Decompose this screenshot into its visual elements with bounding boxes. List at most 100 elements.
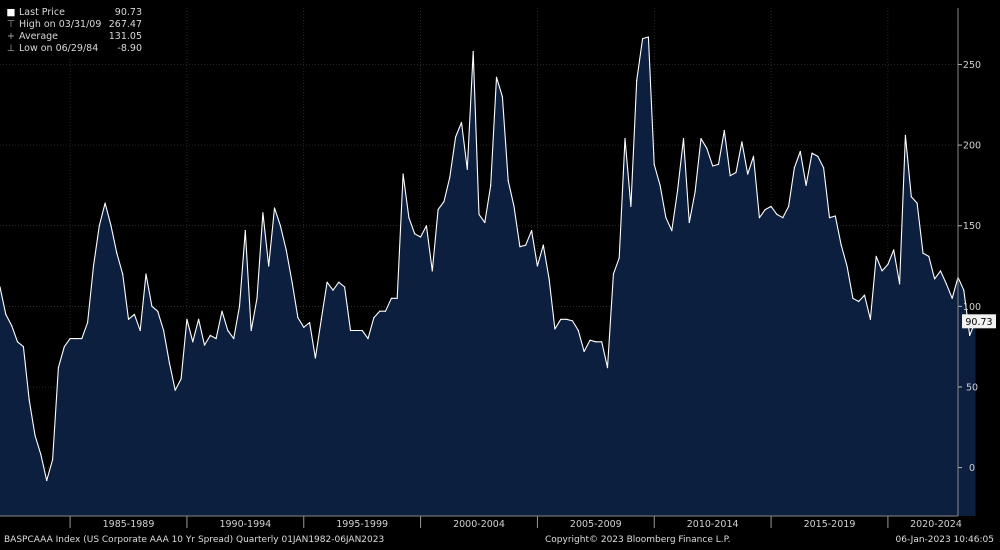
data-point [40, 454, 42, 456]
data-point [449, 176, 451, 178]
data-point [57, 367, 60, 369]
data-point [52, 459, 54, 461]
data-point [22, 346, 24, 348]
data-point [81, 338, 83, 340]
data-point [379, 310, 381, 312]
legend-value: 131.05 [108, 31, 142, 42]
data-point [396, 297, 398, 299]
data-point [98, 225, 100, 227]
data-point [344, 286, 346, 288]
data-point [320, 318, 322, 320]
data-point [238, 305, 241, 307]
data-point [116, 252, 118, 254]
data-point [904, 134, 907, 136]
series-line [0, 36, 977, 482]
data-point [198, 318, 200, 320]
data-point [519, 246, 521, 248]
data-point [677, 189, 679, 191]
data-point [840, 244, 842, 246]
data-point [139, 329, 141, 332]
average-marker-icon: + [7, 31, 15, 42]
x-tick-label: 2010-2014 [687, 519, 739, 530]
last-value-tag: 90.73 [962, 314, 996, 329]
data-point [390, 297, 392, 299]
data-point [858, 300, 860, 303]
data-point [314, 357, 316, 359]
data-point [355, 329, 357, 332]
y-axis: 0 50 100 150 200 250 [957, 8, 981, 516]
data-point [87, 321, 89, 324]
data-point [402, 173, 404, 175]
data-point [326, 281, 328, 283]
data-point [817, 155, 819, 157]
data-point [75, 338, 77, 340]
legend-value: 90.73 [114, 7, 142, 18]
data-point [951, 297, 953, 299]
data-point [250, 329, 252, 332]
legend-row-last-price: ■ Last Price 90.73 [4, 7, 146, 19]
data-point [548, 278, 550, 280]
x-tick-label: 2005-2009 [570, 519, 622, 530]
data-point [163, 329, 165, 332]
data-point [717, 163, 720, 165]
data-point [186, 318, 188, 320]
data-point [688, 221, 690, 224]
data-point [583, 350, 585, 353]
data-point [624, 138, 626, 140]
data-point [770, 205, 772, 207]
data-point [285, 249, 287, 251]
white-square-icon: ■ [6, 7, 16, 18]
data-point [110, 225, 112, 227]
data-point [560, 318, 562, 320]
data-point [455, 136, 457, 138]
data-point [262, 212, 264, 214]
data-point [782, 217, 784, 219]
legend-value: -8.90 [117, 43, 142, 54]
data-point [612, 273, 615, 275]
data-point [899, 283, 901, 285]
data-point [542, 244, 544, 246]
data-point [747, 173, 749, 175]
data-point [852, 297, 854, 299]
data-point [256, 297, 258, 299]
data-point [16, 341, 19, 343]
y-tick-label: 250 [963, 60, 981, 71]
data-point [793, 167, 796, 169]
data-point [939, 270, 942, 272]
data-point [92, 265, 95, 267]
data-point [478, 213, 480, 215]
data-point [28, 399, 30, 401]
data-point [63, 346, 65, 348]
security-description: BASPCAAA Index (US Corporate AAA 10 Yr S… [4, 535, 385, 545]
data-point [332, 289, 334, 291]
legend-box: ■ Last Price 90.73 ⊤ High on 03/31/09 26… [4, 5, 146, 59]
data-point [735, 171, 737, 174]
data-point [11, 325, 13, 327]
data-point [127, 318, 130, 320]
data-point [157, 310, 159, 312]
data-point [764, 209, 766, 211]
data-point [589, 339, 591, 341]
data-point [309, 321, 311, 324]
data-point [752, 155, 755, 157]
data-point [244, 230, 246, 232]
data-point [414, 233, 416, 235]
data-point [659, 184, 661, 186]
x-tick-label: 1985-1989 [103, 519, 155, 530]
data-point [425, 225, 427, 227]
data-point [501, 96, 503, 98]
data-point [0, 286, 1, 288]
data-point [799, 150, 801, 153]
data-point [723, 130, 725, 132]
data-point [788, 205, 790, 207]
data-point [922, 252, 924, 254]
data-point [712, 165, 714, 167]
x-tick-label: 2000-2004 [453, 519, 505, 530]
data-point [630, 205, 632, 207]
data-point [682, 138, 685, 140]
y-tick-label: 0 [969, 463, 975, 474]
data-point [945, 283, 947, 285]
y-tick-label: 200 [963, 141, 981, 152]
last-value-label: 90.73 [965, 317, 992, 328]
